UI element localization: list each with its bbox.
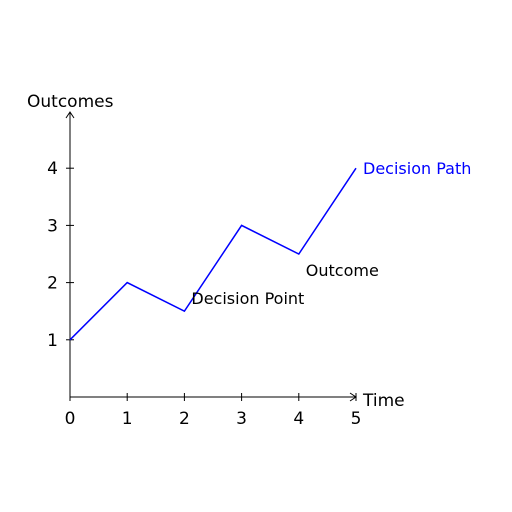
series-line-decision-path [69,167,357,341]
x-tick-label: 2 [179,409,190,429]
y-tick-label: 4 [47,159,58,179]
tick-labels: 0 1 2 3 4 5 1 2 3 4 [47,159,361,429]
x-tick-label: 5 [351,409,362,429]
annotation-label: Outcome [306,261,379,280]
y-tick-label: 3 [47,216,58,236]
axes [65,111,357,402]
x-tick-label: 4 [293,409,304,429]
y-axis-arrow-icon [65,111,75,119]
x-tick-label: 3 [236,409,247,429]
y-axis-label: Outcomes [27,92,114,112]
y-tick-label: 1 [47,331,58,351]
series-lines [69,167,357,341]
annotation-label: Decision Point [191,289,304,308]
x-tick-label: 1 [122,409,133,429]
x-tick-label: 0 [65,409,76,429]
series-label: Decision Path [363,159,471,178]
x-axis-label: Time [362,391,405,411]
y-tick-label: 2 [47,274,58,294]
chart-labels: Outcomes Time Decision Path Decision PointO… [27,92,471,411]
